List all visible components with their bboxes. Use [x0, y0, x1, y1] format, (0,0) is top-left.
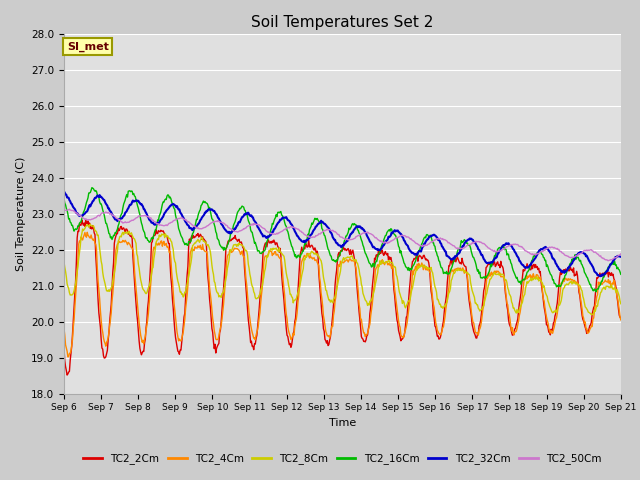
TC2_2Cm	[60, 346, 68, 351]
X-axis label: Time: Time	[329, 418, 356, 428]
TC2_50Cm	[185, 219, 193, 225]
TC2_8Cm	[588, 312, 595, 318]
TC2_50Cm	[617, 251, 625, 257]
TC2_4Cm	[428, 288, 436, 293]
TC2_32Cm	[60, 189, 68, 194]
TC2_4Cm	[215, 333, 223, 339]
TC2_4Cm	[129, 247, 137, 252]
TC2_8Cm	[617, 301, 625, 307]
TC2_50Cm	[60, 208, 68, 214]
TC2_50Cm	[605, 258, 612, 264]
Line: TC2_2Cm: TC2_2Cm	[64, 220, 621, 375]
TC2_50Cm	[65, 206, 73, 212]
TC2_8Cm	[185, 273, 193, 279]
TC2_16Cm	[185, 239, 193, 244]
Text: SI_met: SI_met	[67, 42, 109, 52]
TC2_2Cm	[428, 293, 436, 299]
TC2_2Cm	[129, 254, 137, 260]
Line: TC2_4Cm: TC2_4Cm	[64, 232, 621, 357]
TC2_16Cm	[592, 289, 600, 295]
TC2_32Cm	[70, 205, 78, 211]
TC2_16Cm	[88, 185, 96, 191]
TC2_16Cm	[214, 237, 222, 242]
TC2_16Cm	[428, 234, 435, 240]
TC2_4Cm	[412, 264, 419, 269]
TC2_16Cm	[411, 260, 419, 265]
TC2_32Cm	[127, 201, 135, 207]
Y-axis label: Soil Temperature (C): Soil Temperature (C)	[15, 156, 26, 271]
Line: TC2_50Cm: TC2_50Cm	[64, 209, 621, 261]
TC2_8Cm	[86, 221, 94, 227]
TC2_32Cm	[214, 213, 221, 219]
TC2_8Cm	[60, 259, 68, 265]
TC2_8Cm	[70, 288, 78, 294]
TC2_16Cm	[128, 188, 136, 194]
TC2_8Cm	[214, 290, 222, 296]
TC2_2Cm	[215, 341, 223, 347]
TC2_2Cm	[412, 255, 419, 261]
TC2_32Cm	[617, 254, 625, 260]
TC2_50Cm	[411, 240, 419, 245]
TC2_4Cm	[83, 229, 91, 235]
TC2_2Cm	[63, 372, 71, 378]
Line: TC2_16Cm: TC2_16Cm	[64, 188, 621, 292]
TC2_4Cm	[186, 262, 193, 267]
TC2_50Cm	[71, 209, 79, 215]
TC2_50Cm	[428, 239, 435, 245]
TC2_4Cm	[71, 304, 79, 310]
TC2_16Cm	[60, 196, 68, 202]
TC2_2Cm	[617, 315, 625, 321]
TC2_16Cm	[617, 272, 625, 277]
Line: TC2_32Cm: TC2_32Cm	[64, 192, 621, 276]
Legend: TC2_2Cm, TC2_4Cm, TC2_8Cm, TC2_16Cm, TC2_32Cm, TC2_50Cm: TC2_2Cm, TC2_4Cm, TC2_8Cm, TC2_16Cm, TC2…	[79, 449, 605, 468]
Line: TC2_8Cm: TC2_8Cm	[64, 224, 621, 315]
TC2_32Cm	[426, 233, 434, 239]
TC2_2Cm	[78, 217, 86, 223]
TC2_2Cm	[71, 291, 79, 297]
TC2_32Cm	[410, 251, 418, 257]
TC2_8Cm	[428, 264, 435, 270]
TC2_32Cm	[184, 222, 192, 228]
TC2_8Cm	[128, 232, 136, 238]
TC2_50Cm	[214, 218, 222, 224]
Title: Soil Temperatures Set 2: Soil Temperatures Set 2	[252, 15, 433, 30]
TC2_4Cm	[64, 354, 72, 360]
TC2_16Cm	[70, 228, 78, 234]
TC2_4Cm	[60, 325, 68, 331]
TC2_2Cm	[186, 236, 193, 242]
TC2_50Cm	[128, 217, 136, 223]
TC2_32Cm	[596, 273, 604, 279]
TC2_4Cm	[617, 317, 625, 323]
TC2_8Cm	[411, 273, 419, 278]
